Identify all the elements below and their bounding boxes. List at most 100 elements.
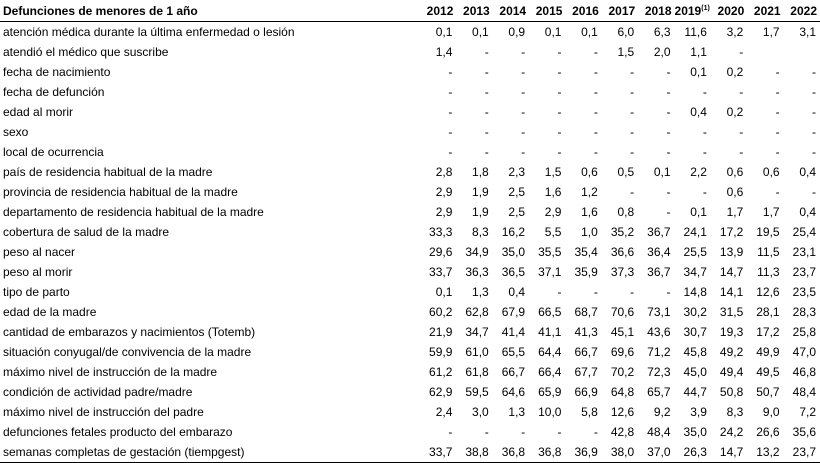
value-cell: 67,7: [574, 365, 598, 379]
value-cell: -: [812, 105, 816, 119]
value-cell: -: [739, 145, 744, 159]
value-cell: 33,7: [420, 442, 457, 463]
value-cell: 50,7: [756, 385, 780, 399]
value-cell: 71,2: [647, 345, 671, 359]
value-cell: -: [739, 85, 744, 99]
table-row: máximo nivel de instrucción de la madre 6…: [0, 362, 820, 382]
value-cell: 48,4: [792, 385, 816, 399]
value-cell: 21,9: [429, 325, 453, 339]
value-cell: -: [666, 285, 671, 299]
year-header: 2022: [783, 0, 820, 22]
value-cell: 28,1: [756, 305, 780, 319]
value-cell: 37,0: [638, 442, 675, 463]
value-cell: 36,6: [610, 245, 635, 259]
value-cell: -: [448, 105, 453, 119]
row-label: fecha de nacimiento: [3, 65, 111, 79]
value-cell: 0,1: [581, 25, 598, 39]
value-cell: -: [484, 145, 489, 159]
value-cell: 35,5: [538, 245, 562, 259]
row-label: edad de la madre: [3, 305, 97, 319]
value-cell: -: [666, 145, 671, 159]
year-header: 2013: [456, 0, 493, 22]
value-cell: -: [775, 185, 780, 199]
value-cell: 49,4: [719, 365, 744, 379]
value-cell: 2,5: [508, 205, 526, 219]
value-cell: 36,9: [565, 442, 602, 463]
value-cell: 41,3: [574, 325, 598, 339]
value-cell: 35,9: [574, 265, 598, 279]
year-label: 2014: [499, 3, 527, 18]
value-cell: -: [812, 125, 816, 139]
value-cell: 61,0: [465, 345, 489, 359]
value-cell: -: [557, 125, 562, 139]
value-cell: -: [630, 185, 635, 199]
value-cell: 5,8: [581, 405, 598, 419]
value-cell: 1,7: [762, 25, 780, 39]
value-cell: -: [630, 145, 635, 159]
value-cell: -: [775, 85, 780, 99]
row-label: edad al morir: [3, 105, 74, 119]
value-cell: 2,9: [435, 205, 453, 219]
value-cell: 36,7: [647, 265, 671, 279]
value-cell: 17,2: [719, 225, 744, 239]
value-cell: -: [557, 145, 562, 159]
value-cell: 0,4: [690, 105, 707, 119]
value-cell: 66,4: [538, 365, 562, 379]
value-cell: 1,1: [690, 45, 707, 59]
value-cell: 25,4: [792, 225, 816, 239]
row-label: defunciones fetales producto del embaraz…: [3, 425, 233, 439]
value-cell: 1,0: [581, 225, 598, 239]
value-cell: -: [593, 285, 598, 299]
year-header: 2015: [529, 0, 566, 22]
value-cell: -: [448, 425, 453, 439]
value-cell: 44,7: [683, 385, 707, 399]
value-cell: 38,0: [601, 442, 639, 463]
value-cell: 10,0: [538, 405, 562, 419]
value-cell: 12,6: [610, 405, 635, 419]
value-cell: 1,8: [472, 165, 489, 179]
value-cell: -: [666, 105, 671, 119]
value-cell: -: [557, 45, 562, 59]
value-cell: 60,2: [429, 305, 453, 319]
value-cell: -: [739, 45, 744, 59]
value-cell: -: [448, 65, 453, 79]
table-row: fecha de defunción - - - - - - - - - - -: [0, 82, 820, 102]
value-cell: 23,5: [792, 285, 816, 299]
row-label: cobertura de salud de la madre: [3, 225, 170, 239]
value-cell: -: [630, 105, 635, 119]
value-cell: -: [666, 65, 671, 79]
value-cell: 0,6: [726, 165, 744, 179]
value-cell: 11,6: [684, 25, 707, 39]
table-row: máximo nivel de instrucción del padre 2,4…: [0, 402, 820, 422]
value-cell: 30,2: [683, 305, 707, 319]
year-header: 2014: [492, 0, 530, 22]
value-cell: 14,7: [710, 442, 748, 463]
value-cell: 26,3: [674, 442, 711, 463]
table-row: defunciones fetales producto del embaraz…: [0, 422, 820, 442]
value-cell: 24,1: [683, 225, 707, 239]
value-cell: 2,5: [508, 185, 526, 199]
year-label: 2020: [717, 3, 745, 18]
value-cell: -: [775, 145, 780, 159]
value-cell: 45,1: [610, 325, 635, 339]
value-cell: -: [557, 105, 562, 119]
value-cell: 9,2: [653, 405, 671, 419]
value-cell: 47,0: [792, 345, 816, 359]
table-row: cobertura de salud de la madre 33,3 8,3 16,…: [0, 222, 820, 242]
value-cell: -: [521, 125, 526, 139]
value-cell: -: [666, 85, 671, 99]
value-cell: 65,7: [647, 385, 671, 399]
row-label: cantidad de embarazos y nacimientos (Tot…: [3, 325, 256, 339]
row-label: tipo de parto: [3, 285, 70, 299]
table-row: atendió el médico que suscribe 1,4 - - - - 1,5…: [0, 42, 820, 62]
value-cell: 6,0: [617, 25, 635, 39]
value-cell: -: [593, 425, 598, 439]
table-row: peso al nacer 29,6 34,9 35,0 35,5 35,4 36,6 36,…: [0, 242, 820, 262]
value-cell: 0,8: [617, 205, 635, 219]
year-label: 2018: [644, 3, 672, 18]
value-cell: 0,6: [581, 165, 598, 179]
table-row: local de ocurrencia - - - - - - - - - - -: [0, 142, 820, 162]
year-label: 2017: [608, 3, 636, 18]
value-cell: 2,2: [690, 165, 707, 179]
